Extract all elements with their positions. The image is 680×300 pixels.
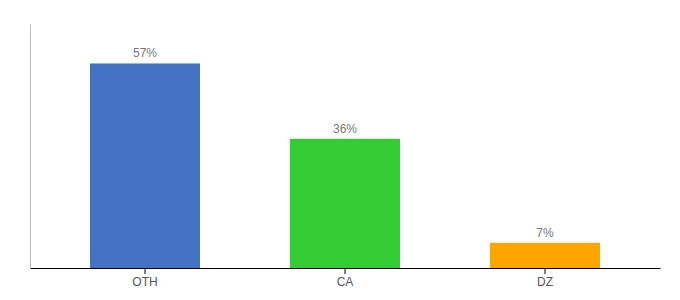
x-tick: DZ — [537, 268, 553, 289]
data-label: 57% — [133, 46, 157, 60]
bars — [90, 63, 600, 268]
bar — [90, 63, 200, 268]
plot: 57% 36% 7% OTH CA DZ — [31, 25, 661, 289]
data-label: 7% — [536, 226, 554, 240]
x-tick-mark — [545, 268, 546, 274]
x-axis: OTH CA DZ — [31, 268, 661, 289]
x-tick-label: CA — [337, 275, 354, 289]
x-tick-mark — [345, 268, 346, 274]
chart: 57% 36% 7% OTH CA DZ — [0, 0, 680, 300]
y-axis — [30, 25, 31, 269]
x-tick: OTH — [132, 268, 157, 289]
data-labels: 57% 36% 7% — [133, 46, 554, 239]
bar — [490, 243, 600, 268]
x-tick: CA — [337, 268, 354, 289]
x-tick-mark — [145, 268, 146, 274]
x-tick-label: DZ — [537, 275, 553, 289]
x-tick-label: OTH — [132, 275, 157, 289]
bar — [290, 139, 400, 268]
data-label: 36% — [333, 122, 357, 136]
y-axis-line — [30, 25, 31, 269]
